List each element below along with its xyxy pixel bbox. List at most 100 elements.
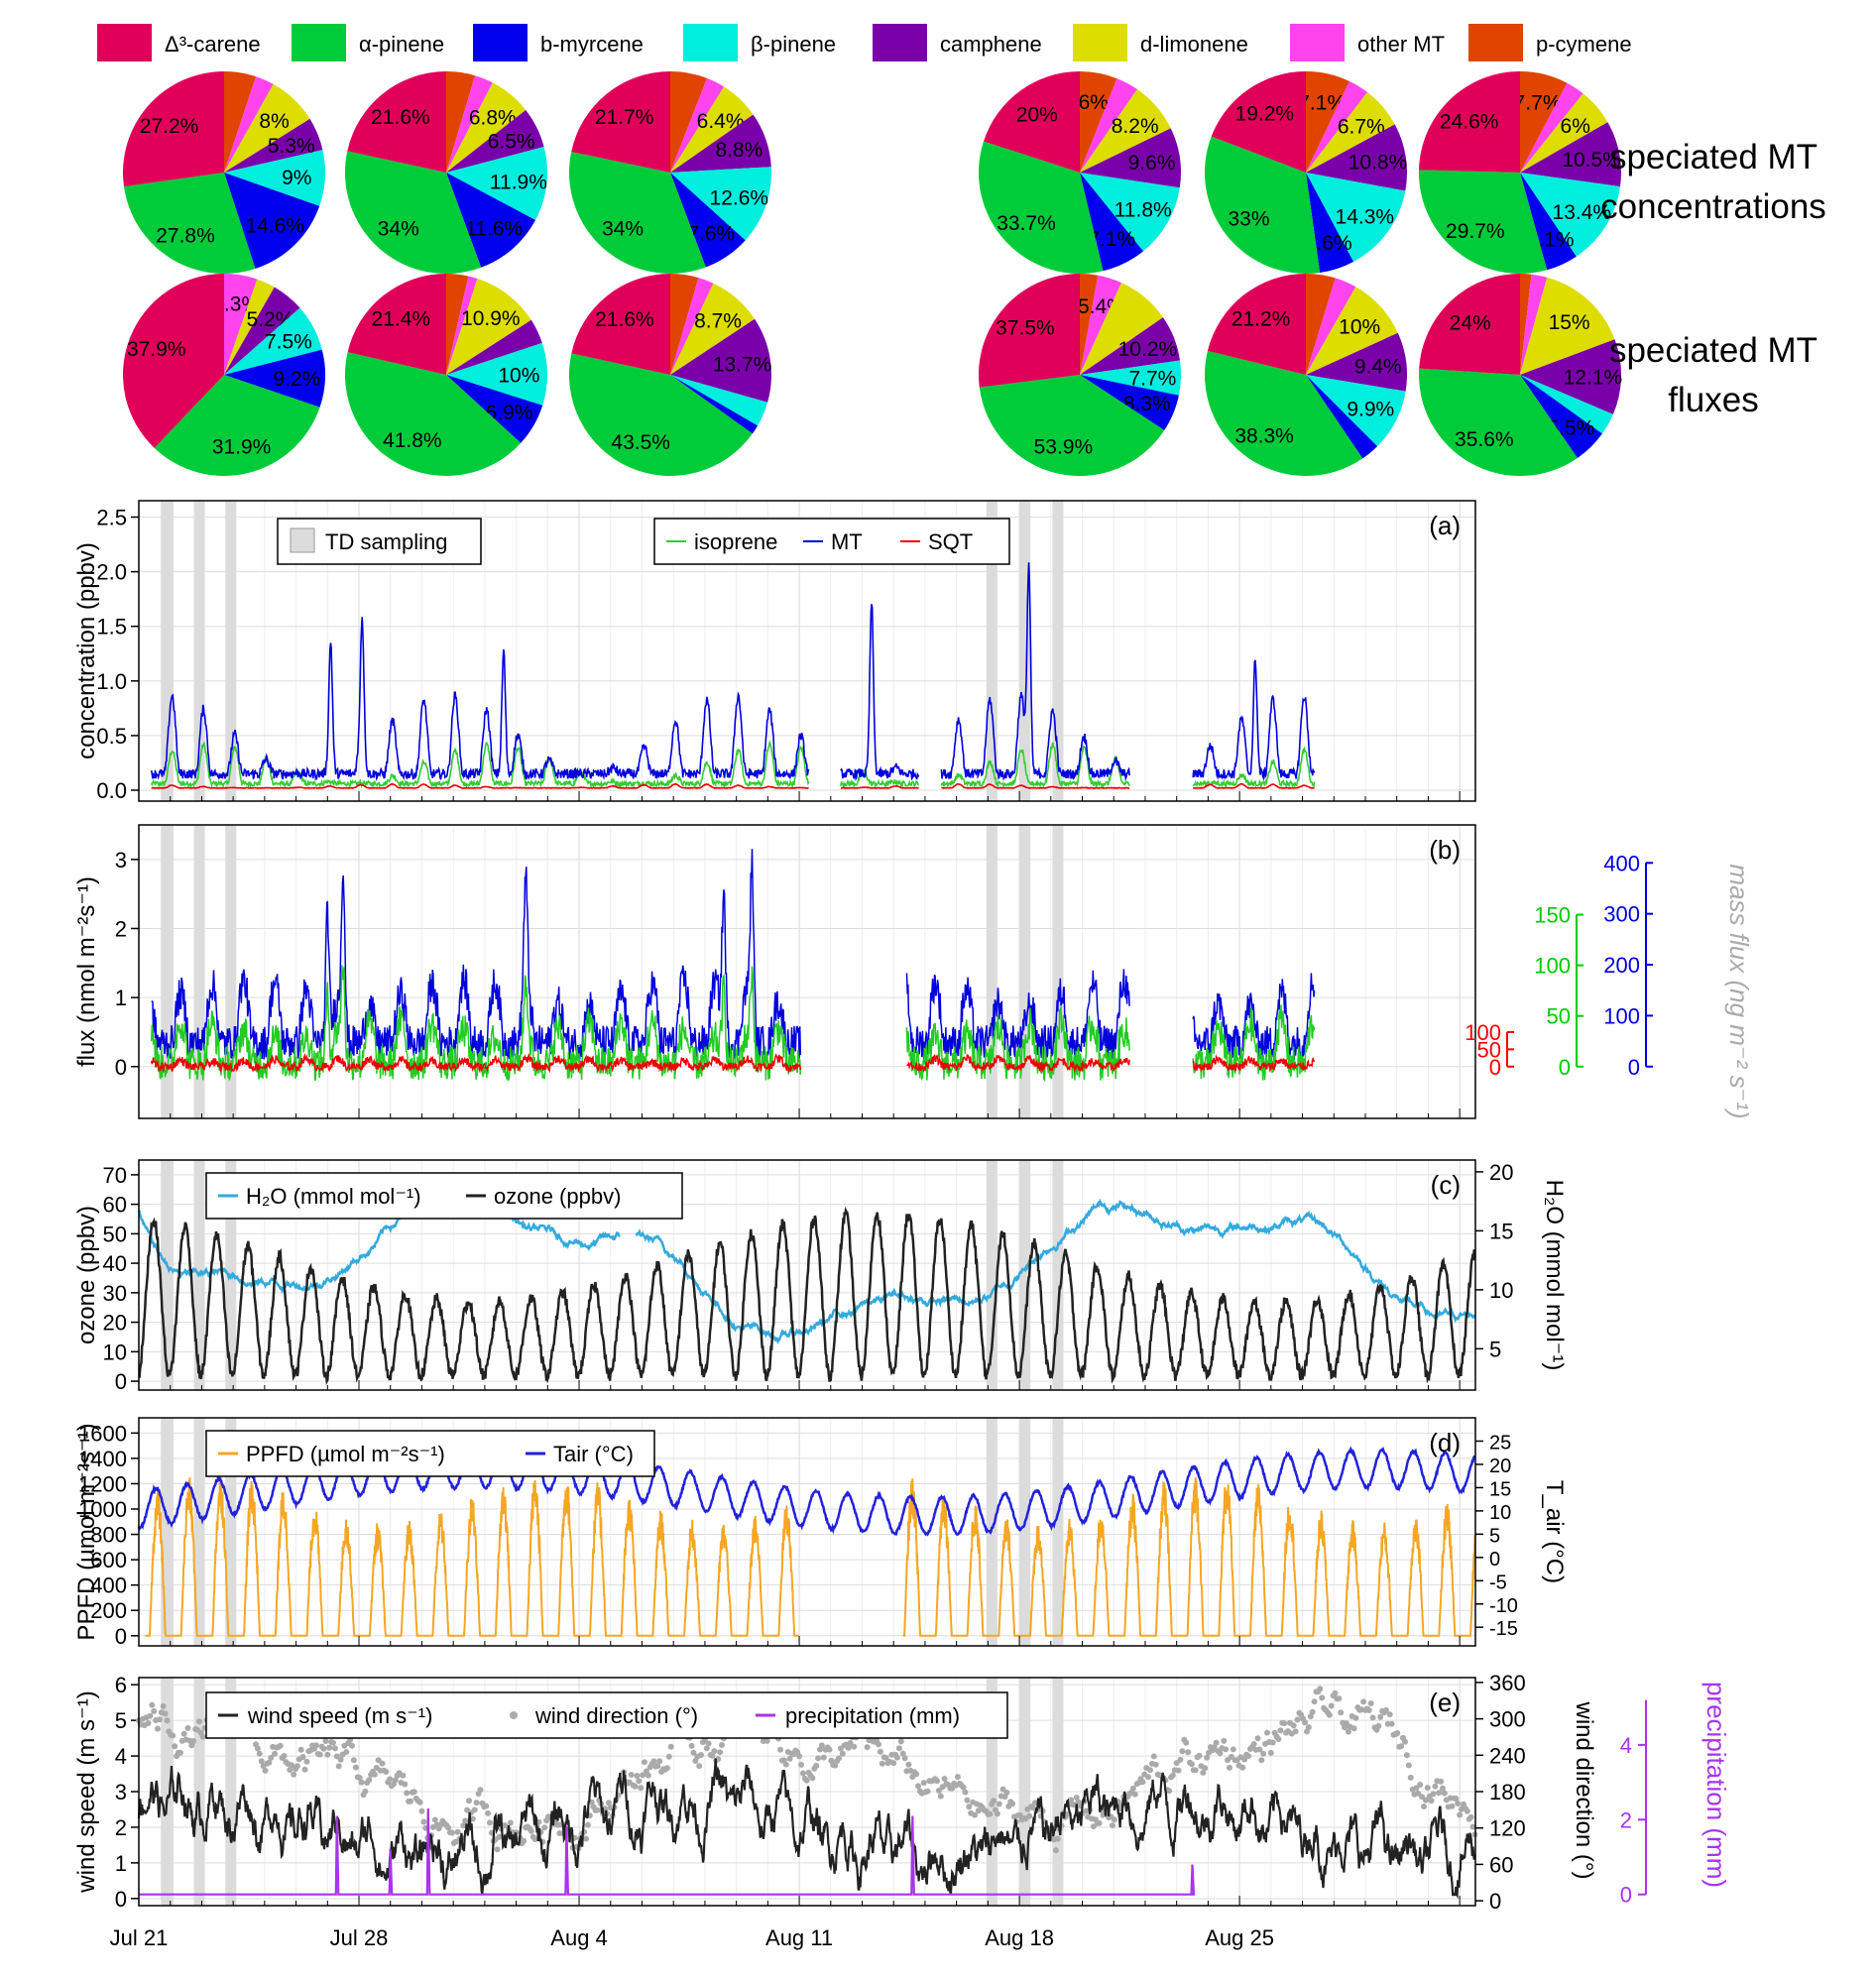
wind-direction-point <box>839 1750 846 1757</box>
pie-slice-label: 9.4% <box>1354 355 1402 378</box>
td-sampling-band <box>1019 825 1031 1118</box>
y-tick-label: 1.0 <box>96 669 127 694</box>
wind-direction-point <box>379 1760 386 1767</box>
right-axis-tick-label: 0 <box>1489 1055 1501 1080</box>
y-tick-label: 3 <box>115 1780 127 1805</box>
pie-slice-label: 7.1% <box>1298 91 1346 114</box>
wind-direction-point <box>487 1819 493 1826</box>
wind-direction-point <box>1467 1813 1474 1820</box>
precip-axis-label: precipitation (mm) <box>1701 1682 1731 1888</box>
pie-slice <box>1418 368 1578 477</box>
y-tick-label: 4 <box>115 1744 127 1769</box>
pie-slice-label: 41.8% <box>383 429 442 452</box>
pie-slice <box>1080 128 1181 188</box>
pie-slice-label: 10% <box>1339 315 1380 338</box>
wind-direction-point <box>1403 1752 1410 1759</box>
wind-direction-point <box>895 1745 902 1752</box>
wind-direction-point <box>502 1822 509 1829</box>
pie-slice <box>670 86 754 173</box>
wind-direction-point <box>583 1835 589 1842</box>
wind-direction-point <box>149 1701 156 1708</box>
pie-slice-label: 20% <box>1016 104 1058 127</box>
pie-slice <box>1520 173 1620 257</box>
wind-direction-point <box>1436 1790 1443 1797</box>
wind-direction-point <box>404 1790 410 1797</box>
wind-direction-point <box>1003 1790 1010 1796</box>
y-axis-label: wind speed (m s⁻¹) <box>73 1690 100 1893</box>
pie-slice-label: 10.5% <box>1562 149 1621 172</box>
wind-direction-point <box>1267 1749 1274 1756</box>
pie-slice-label: 11.9% <box>490 172 547 194</box>
wind-direction-point <box>628 1772 635 1778</box>
pie-slice <box>1306 173 1406 262</box>
wind-direction-point <box>1469 1823 1476 1830</box>
pie-slice <box>224 83 310 173</box>
plot-border <box>138 1159 1476 1391</box>
wind-direction-point <box>966 1804 973 1810</box>
wind-direction-point <box>528 1827 534 1834</box>
wind-direction-point <box>477 1787 484 1794</box>
wind-direction-point <box>1250 1741 1257 1747</box>
td-sampling-band <box>225 1418 237 1646</box>
wind-direction-point <box>836 1755 842 1762</box>
legend-label: precipitation (mm) <box>785 1703 960 1728</box>
pie-slice <box>1080 317 1180 375</box>
right-axis-label: T_air (°C) <box>1541 1480 1568 1583</box>
wind-direction-point <box>387 1776 394 1783</box>
pie-slice-label: 10.8% <box>1348 152 1408 175</box>
wind-direction-point <box>1421 1804 1427 1809</box>
pie-slice <box>670 278 714 375</box>
wind-direction-point <box>1269 1739 1276 1746</box>
wind-direction-point <box>256 1750 263 1757</box>
wind-direction-point <box>711 1748 718 1755</box>
legend-swatch <box>1290 24 1345 61</box>
wind-direction-point <box>324 1751 331 1758</box>
legend-box <box>653 518 1010 565</box>
wind-direction-point <box>1175 1767 1182 1774</box>
pie-slice <box>1080 283 1163 375</box>
wind-direction-point <box>1326 1711 1333 1718</box>
right-axis-tick-label: 150 <box>1534 903 1571 928</box>
wind-direction-point <box>331 1745 338 1752</box>
wind-direction-point <box>1311 1698 1318 1705</box>
wind-direction-point <box>1096 1819 1103 1826</box>
y-tick-label: 3 <box>115 848 127 873</box>
wind-direction-point <box>1386 1711 1393 1718</box>
pie-slice <box>979 274 1080 388</box>
pie-slice <box>670 77 725 173</box>
td-sampling-band <box>1052 1418 1064 1646</box>
wind-direction-point <box>899 1750 906 1757</box>
wind-direction-point <box>1464 1807 1470 1814</box>
legend-label: d-limonene <box>1140 32 1248 57</box>
pie-slice <box>978 141 1104 275</box>
wind-direction-point <box>410 1789 417 1796</box>
pie-slice <box>347 274 446 375</box>
y-tick-label: 50 <box>103 1222 127 1246</box>
pie-slice <box>224 349 326 408</box>
wind-direction-point <box>650 1758 657 1765</box>
wind-direction-point <box>1139 1779 1146 1786</box>
wind-direction-point <box>1377 1713 1384 1720</box>
pie-slice-label: 10% <box>498 365 539 388</box>
wind-direction-point <box>289 1762 295 1769</box>
pie-slice <box>1520 71 1568 173</box>
pie-slice <box>224 71 257 173</box>
wind-direction-point <box>879 1760 885 1767</box>
right-axis-tick-label: 300 <box>1489 1707 1526 1732</box>
legend-swatch <box>290 527 315 553</box>
pie-chart: 8%5.3% 9% 14.6% 27.8% 27.2% <box>123 71 326 274</box>
wind-direction-point <box>155 1725 161 1732</box>
y-tick-label: 2 <box>115 916 127 941</box>
wind-direction-point <box>494 1846 501 1853</box>
pie-slice <box>1306 273 1336 375</box>
wind-direction-point <box>584 1821 591 1828</box>
pie-slice <box>1080 274 1099 375</box>
wind-direction-point <box>1309 1708 1316 1715</box>
pie-slice-label: 6% <box>1079 91 1109 114</box>
panel-a: 0.0 0.5 1.0 1.5 2.0 2.5 concentration (ppbv) (a… <box>73 500 1476 803</box>
wind-direction-point <box>719 1742 725 1748</box>
wind-direction-point <box>1054 1835 1061 1842</box>
pie-chart: 5.4%10.2%7.7%8.3%53.9%37.5% <box>979 274 1182 477</box>
pie-slice <box>446 173 535 268</box>
